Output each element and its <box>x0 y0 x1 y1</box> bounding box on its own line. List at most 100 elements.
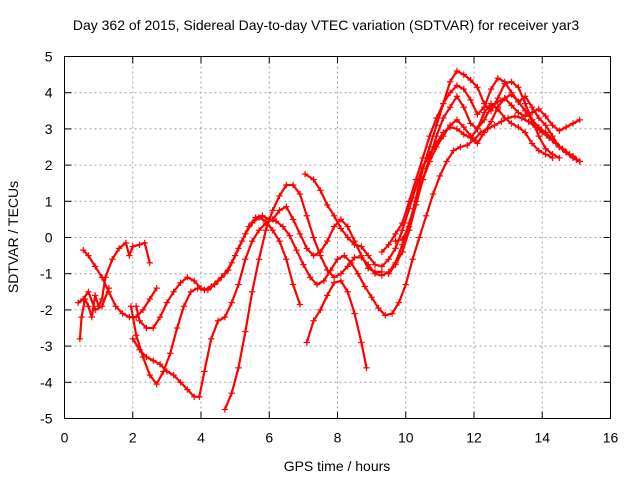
data-point <box>423 212 430 219</box>
y-tick-label: 3 <box>45 121 53 137</box>
data-point <box>433 132 440 140</box>
data-point <box>214 277 222 285</box>
data-point <box>344 223 351 230</box>
data-point <box>426 143 433 151</box>
data-series <box>378 75 583 256</box>
data-point <box>409 256 416 263</box>
data-point <box>453 82 461 89</box>
data-point <box>283 181 290 189</box>
data-point <box>371 270 379 277</box>
data-point <box>296 230 304 238</box>
data-point <box>303 339 310 346</box>
data-point <box>201 286 208 294</box>
data-point <box>276 207 283 214</box>
data-point <box>208 283 215 290</box>
data-point <box>460 71 467 78</box>
data-point <box>535 105 543 113</box>
data-point <box>242 256 249 263</box>
data-point <box>310 176 317 183</box>
data-point <box>248 237 256 245</box>
data-point <box>141 239 148 247</box>
data-point <box>412 176 420 183</box>
series-line <box>305 279 368 369</box>
data-point <box>310 234 317 241</box>
data-point <box>467 134 474 142</box>
x-axis-label: GPS time / hours <box>284 458 391 474</box>
data-point <box>92 306 99 314</box>
data-point <box>187 288 194 295</box>
data-point <box>375 304 382 312</box>
data-point <box>443 158 450 165</box>
data-point <box>289 181 297 189</box>
data-point <box>542 129 549 136</box>
data-point <box>235 281 242 288</box>
data-point <box>562 149 570 156</box>
data-series <box>80 246 160 321</box>
data-point <box>170 371 177 379</box>
y-tick-label: -4 <box>40 374 53 390</box>
x-tick-label: 12 <box>466 430 482 446</box>
data-point <box>556 143 563 151</box>
data-point <box>549 132 556 140</box>
data-point <box>289 216 297 223</box>
data-point <box>286 232 293 239</box>
data-point <box>341 252 348 259</box>
data-point <box>358 339 365 346</box>
data-point <box>440 100 447 107</box>
data-point <box>399 227 406 234</box>
data-point <box>467 76 474 84</box>
data-point <box>296 190 304 198</box>
data-point <box>416 234 423 241</box>
data-point <box>562 123 570 131</box>
data-point <box>143 353 150 361</box>
data-point <box>399 236 406 243</box>
x-tick-label: 10 <box>398 430 414 446</box>
data-point <box>310 317 317 324</box>
data-point <box>301 170 309 178</box>
data-point <box>153 284 160 292</box>
data-point <box>378 272 386 279</box>
data-point <box>525 118 532 125</box>
data-point <box>177 379 184 386</box>
data-point <box>521 93 529 100</box>
data-point <box>74 299 82 306</box>
data-point <box>399 219 406 227</box>
data-point <box>163 368 171 375</box>
data-point <box>453 125 461 133</box>
data-point <box>126 252 133 259</box>
data-point <box>569 152 577 160</box>
data-point <box>324 201 331 209</box>
data-series <box>392 67 563 245</box>
y-tick-label: -2 <box>40 302 53 318</box>
data-point <box>330 212 338 219</box>
data-point <box>515 109 522 116</box>
data-point <box>269 227 276 234</box>
data-point <box>76 335 84 343</box>
data-point <box>296 301 304 308</box>
data-point <box>320 277 328 285</box>
data-point <box>122 239 130 247</box>
data-point <box>487 107 495 114</box>
data-point <box>365 252 372 259</box>
data-point <box>494 105 502 113</box>
data-point <box>385 270 392 277</box>
data-point <box>248 288 256 295</box>
data-point <box>334 256 341 263</box>
data-point <box>453 93 461 100</box>
data-point <box>528 140 536 147</box>
data-point <box>576 116 583 124</box>
data-point <box>450 147 457 154</box>
data-point <box>521 100 529 107</box>
data-point <box>143 324 150 332</box>
data-point <box>330 223 338 230</box>
data-point <box>508 120 515 127</box>
data-point <box>535 132 543 140</box>
data-point <box>150 357 157 364</box>
data-point <box>184 386 191 393</box>
data-point <box>395 299 403 306</box>
data-point <box>569 120 577 127</box>
data-point <box>344 234 351 241</box>
series-line <box>131 205 383 398</box>
series-line <box>129 216 302 386</box>
data-point <box>556 154 563 162</box>
